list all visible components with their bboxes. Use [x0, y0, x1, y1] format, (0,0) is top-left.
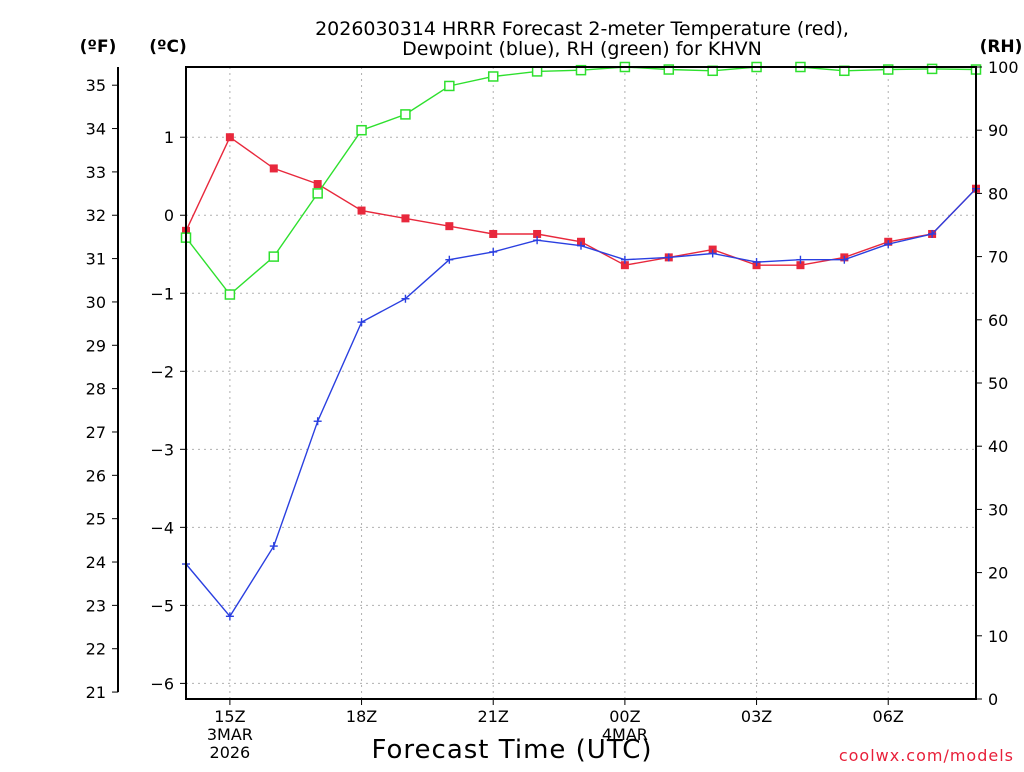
temperature-point — [401, 214, 410, 223]
x-tick-label: 00Z — [609, 707, 640, 726]
x-tick-date-label: 3MAR — [207, 725, 253, 744]
x-tick-label: 03Z — [741, 707, 772, 726]
rh-tick-label: 40 — [988, 437, 1008, 456]
fahrenheit-tick-label: 34 — [86, 120, 106, 139]
dewpoint-point — [445, 255, 454, 264]
x-tick-year-label: 2026 — [210, 743, 251, 762]
celsius-tick-label: −1 — [150, 284, 174, 303]
celsius-tick-label: −2 — [150, 362, 174, 381]
dewpoint-point — [357, 318, 366, 327]
fahrenheit-tick-label: 27 — [86, 423, 106, 442]
fahrenheit-tick-label: 23 — [86, 596, 106, 615]
rh-tick-label: 80 — [988, 184, 1008, 203]
rh-tick-label: 20 — [988, 564, 1008, 583]
rh-tick-label: 10 — [988, 627, 1008, 646]
rh-tick-label: 70 — [988, 248, 1008, 267]
celsius-tick-label: −5 — [150, 596, 174, 615]
grid-layer — [186, 67, 976, 699]
rh-tick-label: 30 — [988, 500, 1008, 519]
celsius-tick-label: −3 — [150, 440, 174, 459]
x-tick-label: 18Z — [346, 707, 377, 726]
dewpoint-point — [840, 255, 849, 264]
dewpoint-point — [225, 612, 234, 621]
celsius-tick-label: 0 — [164, 206, 174, 225]
rh-point — [575, 64, 587, 76]
fahrenheit-unit-label: (ºF) — [80, 37, 117, 57]
label-layer: 21 22 23 24 25 26 27 28 29 30 31 32 33 34 35 −6 −5 −4 −3 −2… — [80, 18, 1023, 765]
fahrenheit-tick-label: 29 — [86, 336, 106, 355]
temperature-point — [269, 164, 278, 173]
rh-point — [531, 66, 543, 77]
temperature-point — [533, 229, 542, 238]
temperature-point — [225, 133, 234, 142]
x-tick-label: 06Z — [873, 707, 904, 726]
rh-point — [268, 251, 280, 262]
temperature-point — [620, 261, 629, 270]
fahrenheit-tick-label: 22 — [86, 640, 106, 659]
rh-point — [444, 80, 455, 92]
dewpoint-point — [401, 294, 410, 303]
fahrenheit-tick-label: 25 — [86, 510, 106, 529]
rh-tick-label: 50 — [988, 374, 1008, 393]
rh-tick-label: 100 — [988, 58, 1019, 77]
dewpoint-point — [489, 247, 498, 256]
dewpoint-point — [620, 255, 629, 264]
temperature-point — [445, 222, 454, 231]
fahrenheit-tick-label: 26 — [86, 466, 106, 485]
fahrenheit-tick-label: 35 — [86, 76, 106, 95]
rh-point — [312, 188, 323, 199]
dewpoint-point — [577, 241, 585, 250]
series-dewpoint — [182, 184, 980, 621]
x-tick-date-label: 4MAR — [602, 725, 648, 744]
temperature-point — [313, 180, 322, 189]
fahrenheit-tick-label: 21 — [86, 683, 106, 702]
rh-unit-label: (RH) — [980, 37, 1023, 57]
dewpoint-point — [313, 417, 322, 426]
rh-tick-label: 0 — [988, 690, 998, 709]
temperature-point — [796, 261, 805, 270]
dewpoint-point — [269, 542, 278, 551]
rh-point — [224, 289, 236, 300]
axis-layer — [112, 66, 982, 705]
temperature-point — [357, 206, 366, 215]
fahrenheit-tick-label: 33 — [86, 163, 106, 182]
chart-title-line2: Dewpoint (blue), RH (green) for KHVN — [402, 38, 762, 60]
celsius-tick-label: 1 — [164, 128, 174, 147]
dewpoint-point — [796, 255, 805, 264]
dewpoint-point — [533, 236, 542, 245]
rh-point — [400, 109, 411, 120]
x-tick-label: 21Z — [478, 707, 509, 726]
rh-point — [663, 64, 675, 75]
dewpoint-point — [752, 258, 761, 267]
celsius-tick-label: −4 — [150, 518, 174, 537]
celsius-unit-label: (ºC) — [149, 37, 187, 57]
fahrenheit-tick-label: 30 — [86, 293, 106, 312]
rh-point — [356, 124, 367, 136]
series-layer — [180, 61, 982, 621]
plot-frame — [185, 66, 977, 700]
temperature-point — [489, 229, 498, 238]
dewpoint-point — [708, 249, 717, 258]
chart-title-line1: 2026030314 HRRR Forecast 2-meter Tempera… — [315, 18, 849, 40]
rh-point — [882, 64, 894, 75]
fahrenheit-tick-label: 31 — [86, 250, 106, 269]
celsius-tick-label: −6 — [150, 674, 174, 693]
dewpoint-point — [884, 240, 893, 249]
fahrenheit-tick-label: 28 — [86, 380, 106, 399]
x-axis-title: Forecast Time (UTC) — [371, 735, 652, 765]
relative-humidity-line — [185, 66, 977, 296]
rh-point — [926, 63, 938, 75]
series-relative-humidity — [180, 61, 982, 300]
credit-label: coolwx.com/models — [839, 746, 1014, 765]
rh-tick-label: 90 — [988, 121, 1008, 140]
rh-point — [487, 71, 499, 82]
fahrenheit-tick-label: 24 — [86, 553, 106, 572]
fahrenheit-tick-label: 32 — [86, 206, 106, 225]
rh-tick-label: 60 — [988, 311, 1008, 330]
dewpoint-point — [928, 229, 937, 238]
dewpoint-point — [664, 253, 673, 262]
x-tick-label: 15Z — [214, 707, 245, 726]
